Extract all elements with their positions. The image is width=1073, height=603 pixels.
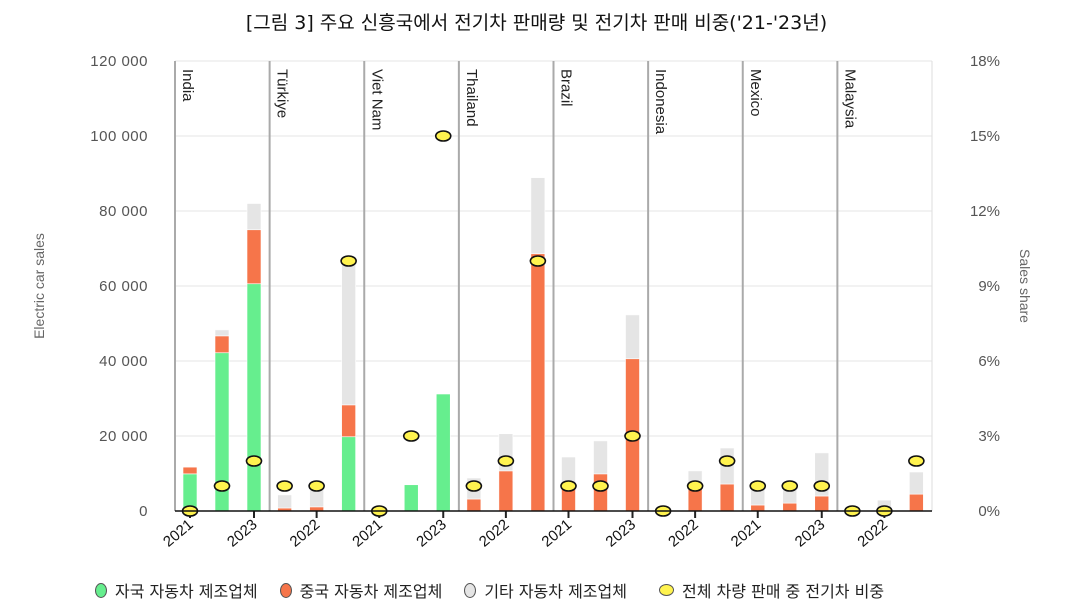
legend: 자국 자동차 제조업체 중국 자동차 제조업체 기타 자동차 제조업체 전체 차… bbox=[95, 578, 884, 602]
y2-tick-label: 6% bbox=[978, 353, 1000, 370]
y-tick-label: 20 000 bbox=[99, 428, 148, 445]
share-point bbox=[340, 255, 357, 267]
share-point bbox=[560, 480, 577, 492]
bar-chinese bbox=[246, 229, 262, 285]
y-tick-label: 60 000 bbox=[99, 278, 148, 295]
panel-label-türkiye: Türkiye bbox=[274, 69, 291, 118]
y2-tick-label: 12% bbox=[970, 203, 1000, 220]
panel-label-mexico: Mexico bbox=[747, 69, 764, 117]
panel-label-malaysia: Malaysia bbox=[841, 69, 858, 129]
bar-chinese bbox=[498, 470, 514, 512]
chart-title: [그림 3] 주요 신흥국에서 전기차 판매량 및 전기차 판매 비중('21-… bbox=[245, 12, 828, 34]
bar-other bbox=[593, 440, 608, 475]
bar-domestic bbox=[403, 484, 419, 512]
bar-chinese bbox=[782, 502, 798, 512]
legend-swatch-chinese bbox=[279, 582, 292, 598]
share-point bbox=[718, 455, 736, 467]
bar-other bbox=[625, 314, 640, 360]
bar-domestic bbox=[246, 283, 262, 512]
y2-tick-label: 3% bbox=[978, 428, 1000, 445]
share-point bbox=[276, 480, 293, 492]
y-tick-label: 80 000 bbox=[99, 203, 148, 220]
bar-other bbox=[530, 177, 546, 255]
x-tick-label: 2022 bbox=[665, 516, 701, 550]
share-point bbox=[245, 455, 263, 467]
bar-other bbox=[246, 203, 262, 231]
y2-axis-title: Sales share bbox=[1017, 249, 1033, 323]
share-point bbox=[686, 480, 704, 492]
share-point bbox=[529, 255, 547, 267]
bar-chinese bbox=[719, 483, 735, 512]
bar-other bbox=[341, 259, 356, 406]
bar-chinese bbox=[750, 504, 766, 512]
x-tick-label: 2021 bbox=[728, 516, 764, 550]
x-tick-label: 2023 bbox=[603, 516, 639, 550]
x-tick-label: 2023 bbox=[224, 516, 260, 550]
bar-chinese bbox=[909, 493, 924, 512]
share-point bbox=[592, 480, 609, 492]
bar-chinese bbox=[466, 498, 482, 512]
share-point bbox=[749, 480, 767, 492]
panel-label-brazil: Brazil bbox=[558, 69, 575, 107]
share-point bbox=[624, 430, 641, 442]
x-tick-label: 2021 bbox=[160, 516, 196, 550]
legend-label: 중국 자동차 제조업체 bbox=[299, 582, 443, 601]
panel-label-india: India bbox=[179, 69, 196, 102]
bar-chinese bbox=[341, 404, 356, 438]
bar-other bbox=[277, 494, 292, 509]
legend-item-chinese: 중국 자동차 제조업체 bbox=[279, 578, 443, 602]
y2-tick-label: 0% bbox=[978, 503, 1000, 520]
x-tick-label: 2023 bbox=[413, 516, 449, 550]
legend-item-domestic: 자국 자동차 제조업체 bbox=[95, 578, 258, 602]
panel-label-viet-nam: Viet Nam bbox=[368, 69, 385, 130]
legend-swatch-share bbox=[658, 584, 674, 596]
legend-swatch-domestic bbox=[95, 582, 107, 598]
legend-label: 기타 자동차 제조업체 bbox=[484, 582, 627, 601]
share-point bbox=[308, 480, 325, 492]
legend-label: 자국 자동차 제조업체 bbox=[115, 582, 258, 601]
y2-tick-label: 15% bbox=[970, 128, 1000, 145]
y-tick-label: 0 bbox=[139, 503, 148, 520]
share-point bbox=[434, 130, 452, 142]
y2-tick-label: 18% bbox=[970, 53, 1000, 70]
bar-other bbox=[214, 329, 230, 337]
share-point bbox=[402, 430, 420, 442]
y-tick-label: 100 000 bbox=[90, 128, 148, 145]
x-tick-label: 2022 bbox=[854, 516, 890, 550]
bar-chinese bbox=[182, 466, 198, 475]
share-point bbox=[781, 480, 799, 492]
share-point bbox=[465, 480, 483, 492]
x-tick-label: 2022 bbox=[287, 516, 323, 550]
share-point bbox=[908, 455, 925, 467]
legend-swatch-other bbox=[464, 582, 477, 598]
bar-chinese bbox=[593, 473, 608, 512]
panel-label-thailand: Thailand bbox=[463, 69, 480, 127]
x-tick-label: 2021 bbox=[349, 516, 385, 550]
bar-domestic bbox=[341, 436, 356, 512]
legend-label: 전체 차량 판매 중 전기차 비중 bbox=[681, 582, 885, 601]
legend-item-other: 기타 자동차 제조업체 bbox=[464, 578, 627, 602]
bar-chinese bbox=[530, 253, 546, 512]
y-tick-label: 40 000 bbox=[99, 353, 148, 370]
x-tick-label: 2022 bbox=[476, 516, 512, 550]
panel-label-indonesia: Indonesia bbox=[652, 69, 669, 135]
bar-chinese bbox=[814, 495, 830, 512]
y-axis-title: Electric car sales bbox=[31, 233, 47, 339]
x-tick-label: 2023 bbox=[792, 516, 828, 550]
bar-domestic bbox=[435, 393, 451, 512]
share-point bbox=[813, 480, 831, 492]
y2-tick-label: 9% bbox=[978, 278, 1000, 295]
bar-chinese bbox=[214, 335, 230, 354]
legend-item-share: 전체 차량 판매 중 전기차 비중 bbox=[658, 578, 885, 602]
y-tick-label: 120 000 bbox=[90, 53, 148, 70]
share-point bbox=[497, 455, 515, 467]
share-point bbox=[213, 480, 231, 492]
bar-other bbox=[909, 471, 924, 495]
x-tick-label: 2021 bbox=[539, 516, 575, 550]
